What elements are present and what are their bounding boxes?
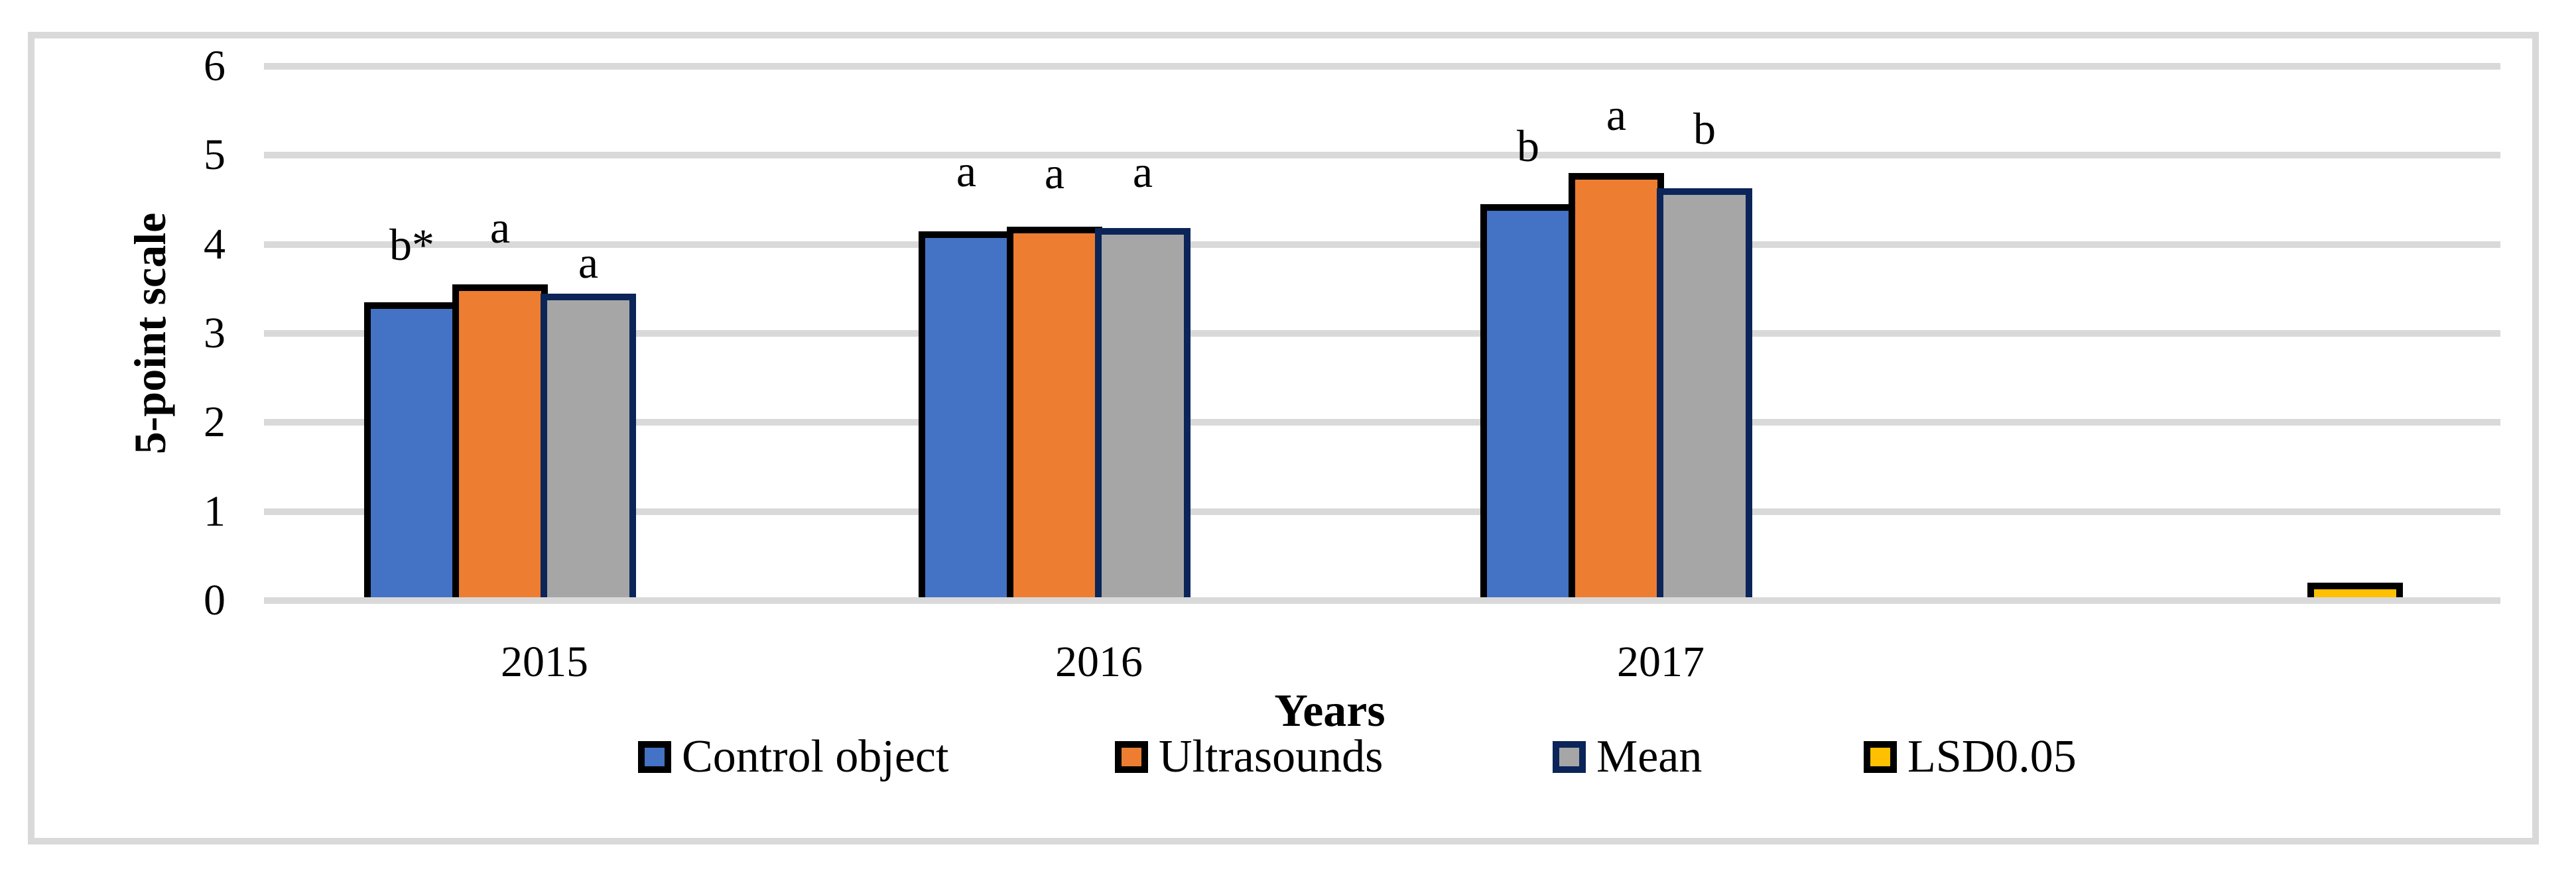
y-axis-title: 5-point scale (125, 212, 175, 455)
y-tick-label: 5 (204, 131, 225, 180)
legend-item-mean: Mean (1553, 733, 1702, 781)
gridline-y0 (264, 597, 2500, 604)
bar-significance-label: b (1693, 103, 1716, 154)
category-label-2016: 2016 (1055, 638, 1143, 686)
bar-significance-label: a (489, 202, 511, 253)
lsd-bar (2307, 583, 2403, 597)
legend-label: LSD0.05 (1907, 731, 2077, 782)
bar-mean-2016 (1095, 228, 1191, 597)
bar-significance-label: a (1044, 147, 1065, 198)
legend-label: Mean (1596, 731, 1703, 782)
y-tick-label: 3 (204, 309, 225, 357)
legend-swatch-icon (1115, 741, 1148, 773)
y-tick-label: 0 (204, 576, 225, 624)
category-label-2015: 2015 (501, 638, 588, 686)
bar-significance-label: b* (389, 219, 434, 270)
y-tick-label: 1 (204, 487, 225, 536)
gridline-y5 (264, 152, 2500, 159)
chart-border-frame (28, 32, 2539, 845)
bar-ultrasounds-2017 (1569, 173, 1664, 597)
bar-ultrasounds-2015 (452, 284, 548, 597)
legend-item-ultrasounds: Ultrasounds (1115, 733, 1383, 781)
gridline-y3 (264, 330, 2500, 337)
bar-significance-label: a (956, 145, 977, 196)
bar-significance-label: a (1606, 89, 1627, 141)
bar-mean-2017 (1657, 188, 1752, 597)
legend-swatch-icon (1553, 741, 1586, 773)
bar-significance-label: a (578, 237, 599, 288)
x-axis-title: Years (1274, 685, 1385, 736)
bar-significance-label: a (1132, 146, 1153, 198)
bar-ultrasounds-2016 (1007, 226, 1102, 597)
bar-significance-label: b (1517, 121, 1539, 172)
legend-label: Control object (682, 731, 949, 782)
gridline-y4 (264, 241, 2500, 248)
gridline-y1 (264, 508, 2500, 515)
legend-swatch-icon (638, 741, 671, 773)
legend-item-control-object: Control object (638, 733, 948, 781)
y-tick-label: 6 (204, 42, 225, 90)
y-tick-label: 4 (204, 219, 225, 268)
category-label-2017: 2017 (1617, 638, 1705, 686)
legend-label: Ultrasounds (1159, 731, 1384, 782)
gridline-y6 (264, 63, 2500, 70)
bar-control-object-2016 (919, 231, 1014, 597)
legend-swatch-icon (1864, 741, 1897, 773)
bar-mean-2015 (541, 293, 636, 597)
bar-control-object-2015 (364, 302, 460, 597)
gridline-y2 (264, 419, 2500, 426)
y-tick-label: 2 (204, 398, 225, 447)
bar-control-object-2017 (1480, 204, 1576, 597)
legend-item-lsd0-05: LSD0.05 (1864, 733, 2077, 781)
